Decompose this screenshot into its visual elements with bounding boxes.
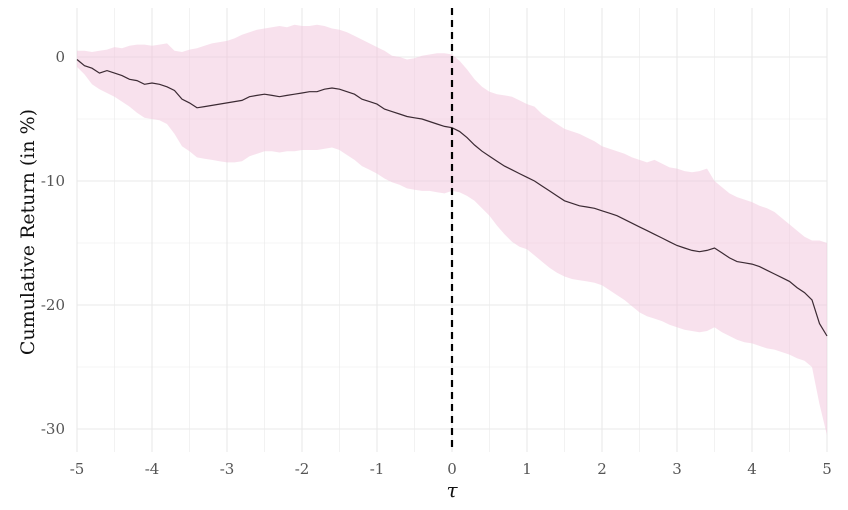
x-tick-label: 0 xyxy=(447,460,457,478)
y-axis-title: Cumulative Return (in %) xyxy=(17,109,39,355)
x-tick-label: -3 xyxy=(220,460,235,478)
x-tick-label: -5 xyxy=(70,460,85,478)
x-tick-label: 3 xyxy=(672,460,682,478)
x-tick-label: 5 xyxy=(822,460,832,478)
y-tick-label: -30 xyxy=(41,420,65,438)
y-tick-label: -10 xyxy=(41,172,65,190)
confidence-band xyxy=(77,24,827,436)
x-tick-label: -4 xyxy=(145,460,160,478)
x-tick-label: 4 xyxy=(747,460,757,478)
x-tick-label: 2 xyxy=(597,460,607,478)
x-tick-label: -2 xyxy=(295,460,310,478)
y-tick-label: -20 xyxy=(41,296,65,314)
series-line xyxy=(76,59,828,337)
x-tick-label: -1 xyxy=(370,460,385,478)
x-axis-title: τ xyxy=(446,478,458,502)
x-tick-label: 1 xyxy=(522,460,532,478)
y-axis-ticks: 0 -10 -20 -30 xyxy=(41,48,65,438)
y-tick-label: 0 xyxy=(55,48,65,66)
x-axis-ticks: -5 -4 -3 -2 -1 0 1 2 3 4 5 xyxy=(70,460,832,478)
